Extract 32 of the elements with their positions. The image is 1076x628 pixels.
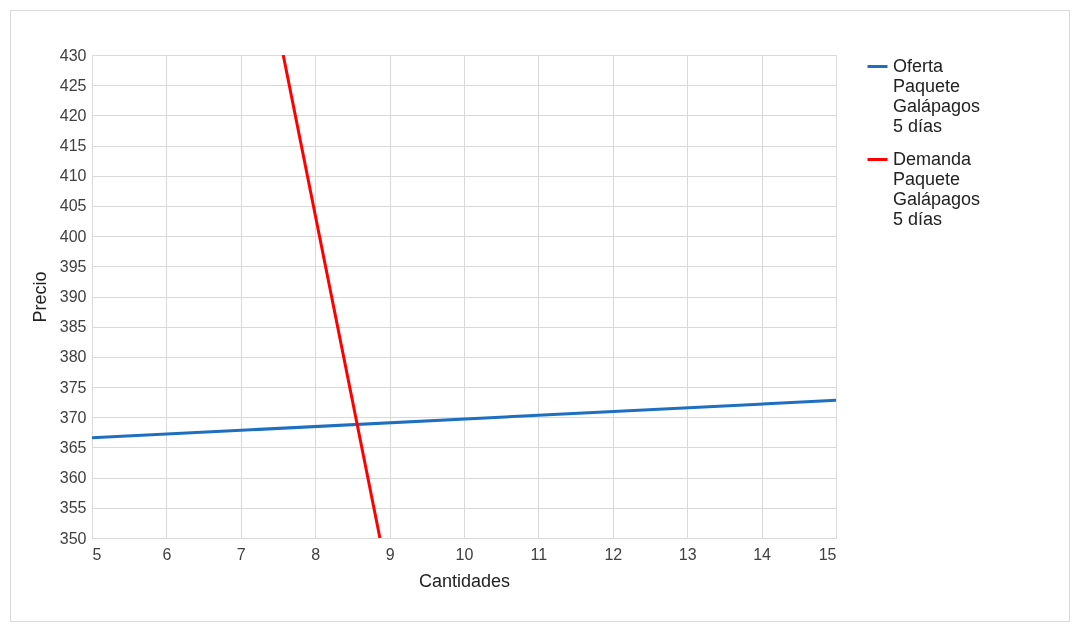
y-tick-label: 400 [59, 227, 87, 245]
x-axis-title: Cantidades [418, 570, 511, 591]
y-tick-label: 390 [59, 288, 87, 305]
legend-label: Oferta Paquete Galápagos 5 días [893, 55, 981, 136]
y-tick-label: 380 [59, 348, 87, 366]
y-tick-label: 365 [59, 438, 87, 456]
y-tick-label: 430 [59, 46, 87, 64]
y-tick-label: 355 [59, 499, 87, 517]
y-tick-label: 375 [59, 378, 87, 396]
x-tick-label: 5 [92, 545, 102, 563]
y-tick-label: 360 [59, 469, 87, 487]
y-tick-label: 410 [59, 167, 87, 185]
x-tick-label: 12 [604, 545, 623, 563]
y-axis-title: Precio [29, 271, 50, 323]
x-tick-label: 6 [162, 545, 172, 563]
x-tick-label: 14 [753, 545, 772, 563]
x-tick-label: 8 [311, 545, 321, 563]
x-tick-label: 7 [236, 545, 246, 563]
x-tick-label: 10 [455, 545, 474, 563]
y-tick-label: 350 [59, 529, 87, 547]
y-tick-label: 420 [59, 106, 87, 124]
y-tick-label: 405 [59, 197, 87, 215]
legend-label: Demanda Paquete Galápagos 5 días [893, 148, 981, 229]
x-tick-label: 9 [385, 545, 395, 563]
x-tick-label: 11 [530, 545, 548, 563]
x-tick-label: 15 [818, 545, 837, 563]
y-tick-label: 395 [59, 257, 87, 275]
y-tick-label: 370 [59, 408, 87, 426]
y-tick-label: 425 [59, 76, 87, 94]
y-tick-label: 415 [59, 137, 87, 155]
y-tick-label: 385 [59, 318, 87, 336]
x-tick-label: 13 [678, 545, 697, 563]
